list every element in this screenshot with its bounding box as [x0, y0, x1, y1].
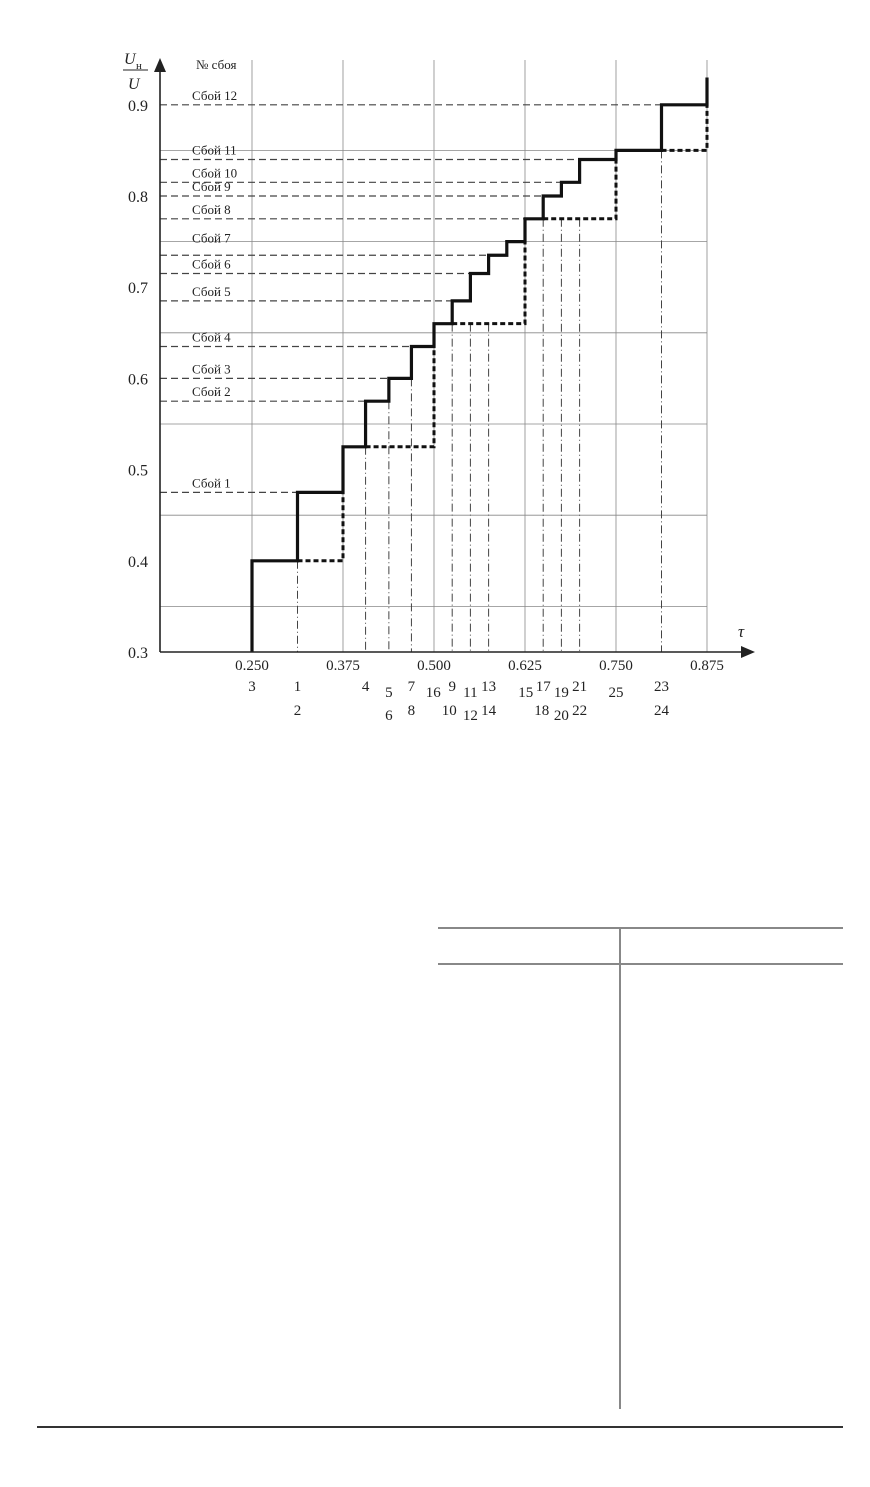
dashed-step-series: [297, 492, 345, 563]
dashed-step-series: [452, 241, 527, 326]
event-number-label: 14: [481, 703, 497, 719]
event-number-label: 11: [463, 685, 477, 701]
event-number-label: 24: [654, 703, 670, 719]
x-tick-label: 0.375: [326, 658, 360, 674]
y-axis-arrow-icon: [154, 58, 166, 72]
event-number-label: 22: [572, 703, 587, 719]
event-number-label: 6: [385, 708, 393, 724]
y-tick-label: 0.4: [128, 554, 148, 571]
event-number-label: 18: [534, 703, 549, 719]
failure-label: Сбой 10: [192, 165, 237, 180]
event-number-label: 25: [609, 685, 624, 701]
event-number-label: 2: [294, 703, 302, 719]
failure-label: Сбой 8: [192, 202, 231, 217]
event-number-label: 15: [518, 685, 533, 701]
failure-label: Сбой 7: [192, 230, 231, 245]
event-number-label: 8: [408, 703, 416, 719]
failure-label: Сбой 11: [192, 143, 237, 158]
y-tick-label: 0.3: [128, 645, 148, 662]
event-number-label: 16: [426, 685, 442, 701]
y-tick-label: 0.9: [128, 98, 148, 115]
failure-label: Сбой 1: [192, 475, 231, 490]
event-number-label: 3: [248, 679, 256, 695]
y-tick-label: 0.6: [128, 371, 148, 388]
event-number-label: 17: [536, 679, 552, 695]
event-number-label: 1: [294, 679, 302, 695]
failure-label: Сбой 6: [192, 257, 231, 272]
dashed-step-series: [543, 159, 618, 221]
table-header-border: [438, 963, 843, 965]
x-axis-label: τ: [738, 622, 745, 641]
event-number-label: 23: [654, 679, 669, 695]
dashed-step-series: [365, 346, 436, 449]
x-tick-label: 0.750: [599, 658, 633, 674]
table-column-divider: [619, 927, 621, 1409]
event-number-label: 21: [572, 679, 587, 695]
solid-step-series: [250, 77, 709, 652]
event-number-label: 10: [442, 703, 457, 719]
failure-column-header: № сбоя: [196, 57, 236, 72]
y-label-subscript: н: [136, 60, 142, 72]
failure-label: Сбой 5: [192, 284, 231, 299]
y-label-denominator: U: [128, 76, 141, 93]
x-tick-label: 0.250: [235, 658, 269, 674]
event-number-label: 4: [362, 679, 370, 695]
failure-label: Сбой 2: [192, 384, 231, 399]
x-tick-label: 0.875: [690, 658, 724, 674]
x-tick-label: 0.500: [417, 658, 451, 674]
y-tick-label: 0.8: [128, 189, 148, 206]
dashed-step-series: [661, 104, 709, 152]
y-label-numerator: U: [124, 51, 137, 68]
x-axis-arrow-icon: [741, 646, 755, 658]
event-number-label: 5: [385, 685, 393, 701]
event-number-label: 20: [554, 708, 569, 724]
y-tick-label: 0.7: [128, 280, 148, 297]
y-tick-label: 0.5: [128, 463, 148, 480]
failure-label: Сбой 4: [192, 329, 231, 344]
event-number-label: 9: [448, 679, 456, 695]
event-number-label: 13: [481, 679, 496, 695]
x-tick-label: 0.625: [508, 658, 542, 674]
event-number-label: 7: [408, 679, 416, 695]
failure-label: Сбой 9: [192, 179, 231, 194]
event-number-label: 19: [554, 685, 569, 701]
failure-label: Сбой 12: [192, 88, 237, 103]
failure-label: Сбой 3: [192, 361, 231, 376]
table-top-border: [438, 927, 843, 929]
page-bottom-rule: [37, 1426, 843, 1428]
step-chart: Сбой 1 Сбой 2 Сбой 3 Сбой 4 Сбой 5 Сбой 6 Сбой…: [123, 51, 755, 724]
event-number-label: 12: [463, 708, 478, 724]
